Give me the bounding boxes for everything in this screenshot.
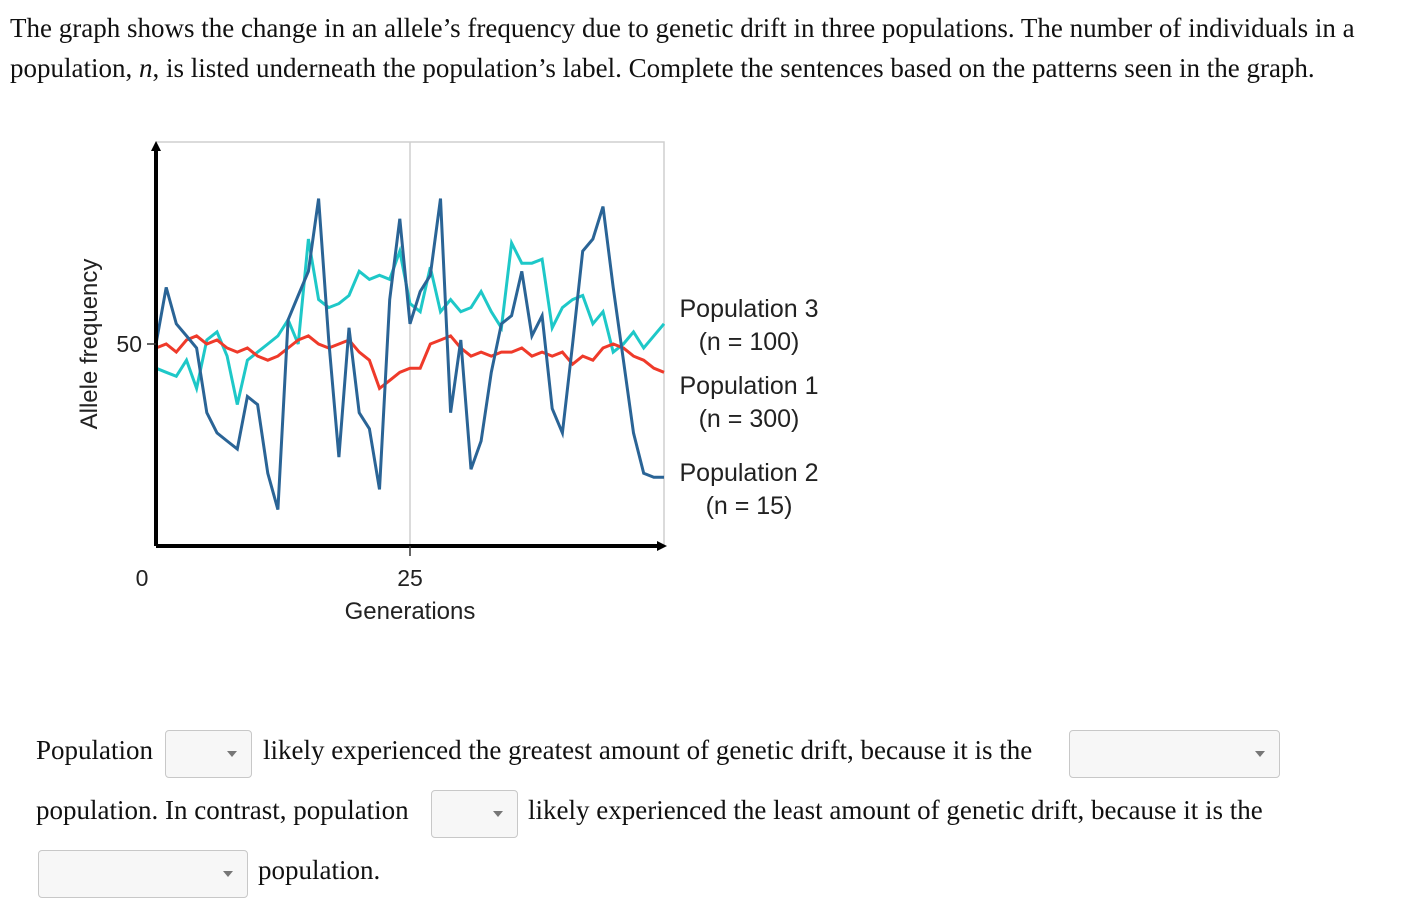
intro-text-post: , is listed underneath the population’s … xyxy=(152,53,1315,83)
legend-name: Population 2 xyxy=(679,459,818,487)
legend-name: Population 3 xyxy=(679,295,818,323)
allele-frequency-chart: 50 0 25 Generations Allele frequency Populati… xyxy=(76,141,819,625)
legend-n-label: (n = 15) xyxy=(706,492,793,520)
x-axis-label: Generations xyxy=(345,598,476,625)
sentence-part-4: likely experienced the least amount of g… xyxy=(528,795,1263,825)
plot-frame xyxy=(156,141,665,546)
chevron-down-icon xyxy=(493,811,503,817)
legend-n-label: (n = 100) xyxy=(699,328,800,356)
dropdown-population-least[interactable] xyxy=(431,790,518,838)
sentence-part-2: likely experienced the greatest amount o… xyxy=(263,735,1033,765)
legend-n-label: (n = 300) xyxy=(699,405,800,433)
x-tick-label: 0 xyxy=(136,565,149,591)
dropdown-size-least[interactable] xyxy=(38,850,248,898)
fill-in-question: Population likely experienced the greate… xyxy=(0,720,1416,912)
sentence-part-1: Population xyxy=(36,735,154,765)
series-line-population-1 xyxy=(155,334,665,391)
chevron-down-icon xyxy=(1255,751,1265,757)
question-intro: The graph shows the change in an allele’… xyxy=(10,8,1406,88)
legend-name: Population 1 xyxy=(679,372,818,400)
y-tick-label: 50 xyxy=(116,331,142,357)
chevron-down-icon xyxy=(227,751,237,757)
y-axis-label: Allele frequency xyxy=(76,259,103,430)
series-line-population-2 xyxy=(154,198,664,511)
x-tick-label: 25 xyxy=(397,565,423,591)
series-line-population-3 xyxy=(155,237,666,405)
chevron-down-icon xyxy=(223,871,233,877)
dropdown-population-greatest[interactable] xyxy=(165,730,252,778)
sentence-part-3: population. In contrast, population xyxy=(36,795,409,825)
intro-text-pre: The graph shows the change in an allele’… xyxy=(10,13,1355,83)
sentence-part-5: population. xyxy=(258,855,381,885)
intro-variable-n: n xyxy=(139,53,153,83)
dropdown-size-greatest[interactable] xyxy=(1069,730,1280,778)
